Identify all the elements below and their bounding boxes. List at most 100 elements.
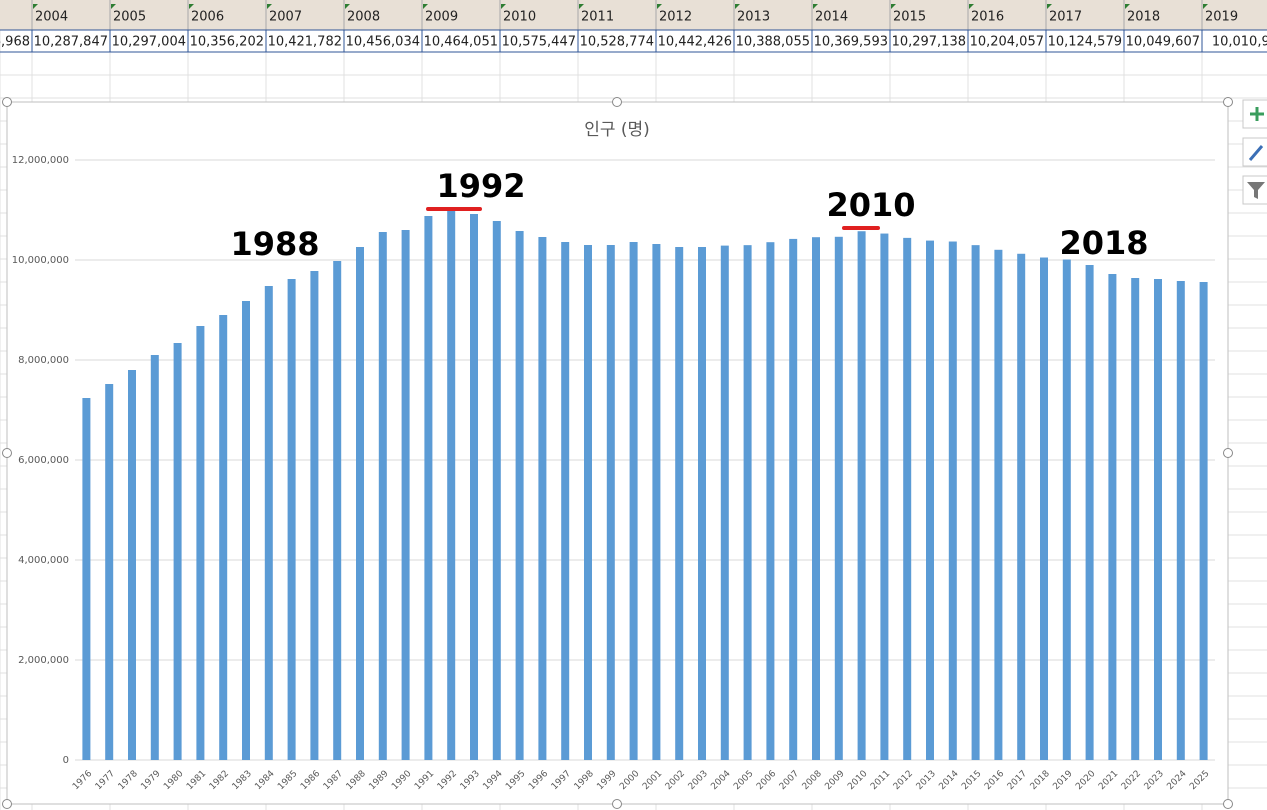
value-cell: 10,528,774	[580, 35, 654, 50]
value-cell: 10,464,051	[424, 35, 498, 50]
bar	[1017, 253, 1026, 760]
value-cell: 10,124,579	[1048, 35, 1122, 50]
header-cell: 2013	[737, 10, 770, 25]
resize-handle	[1223, 799, 1233, 809]
value-cell: 10,287,847	[34, 35, 108, 50]
y-tick-label: 0	[63, 755, 69, 766]
bar	[150, 355, 159, 760]
bar	[857, 231, 866, 760]
bar	[1062, 259, 1071, 760]
header-cell: 2004	[35, 10, 68, 25]
header-cell: 2010	[503, 10, 536, 25]
bar	[675, 247, 684, 760]
bar	[492, 221, 501, 760]
header-cell: 2008	[347, 10, 380, 25]
bar	[173, 343, 182, 760]
bar	[287, 279, 296, 760]
comment-flag	[423, 4, 428, 9]
resize-handle	[612, 97, 622, 107]
bar	[743, 245, 752, 761]
comment-flag	[345, 4, 350, 9]
bar	[356, 247, 364, 760]
bar	[1154, 279, 1162, 760]
bar	[629, 242, 638, 760]
value-cell: 10,297,004	[112, 35, 186, 50]
y-tick-label: 6,000,000	[18, 455, 69, 466]
bar	[652, 244, 661, 760]
header-cell: 2009	[425, 10, 458, 25]
header-cell: 2015	[893, 10, 926, 25]
y-tick-label: 10,000,000	[12, 255, 69, 266]
value-cell: 10,369,593	[814, 35, 888, 50]
comment-flag	[579, 4, 584, 9]
comment-flag	[1203, 4, 1208, 9]
chart-buttons	[1242, 99, 1267, 205]
bar	[880, 233, 889, 761]
comment-flag	[267, 4, 272, 9]
value-cell: 10,297,138	[892, 35, 966, 50]
header-cell: 2014	[815, 10, 848, 25]
header-cell: 2006	[191, 10, 224, 25]
bar	[698, 247, 706, 760]
bar	[1131, 278, 1140, 760]
comment-flag	[33, 4, 38, 9]
handles	[2, 97, 1233, 809]
comment-flag	[969, 4, 974, 9]
bar	[128, 370, 136, 760]
bar	[447, 208, 456, 760]
bar	[82, 398, 91, 760]
bar	[378, 232, 387, 760]
resize-handle	[1223, 448, 1233, 458]
bar	[812, 237, 820, 760]
bar	[948, 241, 957, 760]
header-cell: 2016	[971, 10, 1004, 25]
comment-flag	[1047, 4, 1052, 9]
bar	[971, 245, 980, 761]
comment-flag	[813, 4, 818, 9]
bar	[424, 216, 433, 760]
comment-flag	[501, 4, 506, 9]
header-cell: 2005	[113, 10, 146, 25]
resize-handle	[2, 97, 12, 107]
chart-title: 인구 (명)	[584, 120, 650, 140]
value-cell: 10,356,202	[190, 35, 264, 50]
comment-flag	[189, 4, 194, 9]
value-cell: 10,421,782	[268, 35, 342, 50]
value-cell: 10,575,447	[502, 35, 576, 50]
brush-icon	[1248, 145, 1264, 161]
value-cell: 10,456,034	[346, 35, 420, 50]
bar	[242, 301, 250, 760]
comment-flag	[657, 4, 662, 9]
plus-icon	[1250, 107, 1264, 121]
bar	[766, 242, 775, 761]
annotation: 1992	[436, 167, 525, 205]
y-tick-label: 12,000,000	[12, 155, 69, 166]
bar	[538, 237, 547, 760]
comment-flag	[891, 4, 896, 9]
bar	[1040, 257, 1048, 760]
resize-handle	[2, 448, 12, 458]
resize-handle	[612, 799, 622, 809]
bar	[606, 245, 615, 760]
annotation: 2010	[826, 186, 915, 224]
bar	[994, 249, 1003, 760]
bar	[789, 238, 798, 761]
comment-flag	[1125, 4, 1130, 9]
header-cell: 2019	[1205, 10, 1238, 25]
bar	[401, 230, 410, 760]
resize-handle	[1223, 97, 1233, 107]
bar	[310, 271, 319, 760]
value-row	[0, 29, 1267, 53]
value-cell: 10,204,057	[970, 35, 1044, 50]
value-cell: 10,388,055	[736, 35, 810, 50]
bar	[1199, 282, 1208, 760]
header-cell: 2018	[1127, 10, 1160, 25]
bar	[1176, 281, 1185, 760]
bar	[834, 236, 843, 760]
value-cell: 10,010,98	[1212, 35, 1267, 50]
value-cell: 10,442,426	[658, 35, 732, 50]
filter-icon	[1247, 182, 1265, 199]
bar	[903, 237, 912, 761]
comment-flag	[111, 4, 116, 9]
